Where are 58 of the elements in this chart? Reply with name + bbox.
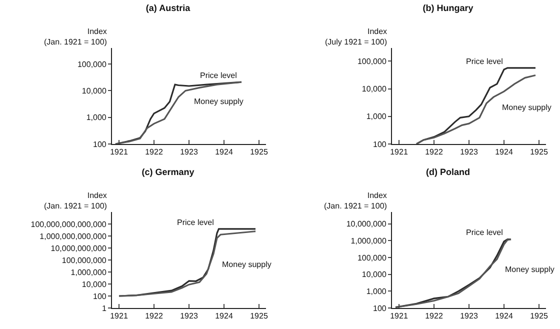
y-tick-label: 1,000 (366, 286, 387, 296)
x-tick-label: 1921 (110, 312, 128, 321)
x-tick-label: 1925 (530, 312, 548, 321)
y-axis-title: Index (July 1921 = 100) (325, 27, 388, 46)
series-label: Price level (466, 57, 504, 66)
y-tick-label: 10,000 (82, 86, 107, 96)
series-label: Price level (177, 218, 214, 227)
y-tick-label: 1,000,000,000,000 (40, 232, 107, 241)
y-tick-label: 1,000,000 (350, 236, 387, 246)
y-tick-label: 100,000,000 (62, 256, 107, 265)
y-axis-title: Index (Jan. 1921 = 100) (44, 27, 108, 46)
x-tick-label: 1925 (250, 312, 268, 321)
y-axis-title: Index (Jan. 1921 = 100) (44, 191, 108, 210)
y-axis-title: Index (Jan. 1921 = 100) (324, 191, 388, 210)
y-tick-label: 10,000,000,000 (50, 244, 107, 253)
series-label: Price level (466, 228, 504, 237)
x-tick-label: 1921 (390, 148, 408, 157)
y-tick-label: 100 (373, 140, 387, 149)
y-tick-label: 100,000 (357, 253, 387, 262)
series-label: Money supply (194, 97, 244, 106)
x-tick-label: 1923 (180, 312, 198, 321)
y-tick-label: 100 (93, 292, 107, 301)
y-tick-label: 100 (373, 304, 387, 313)
y-tick-label: 100,000 (357, 56, 387, 66)
x-tick-label: 1924 (495, 148, 514, 157)
y-tick-label: 10,000 (82, 280, 107, 289)
x-tick-label: 1924 (215, 312, 234, 321)
y-tick-label: 10,000 (362, 84, 387, 94)
y-tick-label: 10,000,000 (346, 220, 387, 229)
chart-title: (a) Austria (146, 3, 192, 14)
series-label: Money supply (502, 103, 552, 112)
y-tick-label: 100,000 (77, 60, 107, 69)
x-tick-label: 1921 (110, 148, 128, 157)
y-tick-label: 1 (102, 304, 107, 313)
x-tick-label: 1924 (215, 148, 234, 157)
x-tick-label: 1925 (250, 148, 268, 157)
x-tick-label: 1922 (145, 148, 164, 157)
y-tick-label: 1,000 (366, 112, 387, 122)
x-tick-label: 1922 (425, 148, 444, 157)
y-tick-label: 10,000 (362, 270, 387, 280)
x-tick-label: 1925 (530, 148, 548, 157)
x-tick-label: 1921 (390, 312, 408, 321)
x-tick-label: 1923 (460, 148, 478, 157)
x-tick-label: 1922 (425, 312, 444, 321)
series-label: Price level (200, 71, 238, 80)
chart-title: (d) Poland (426, 167, 470, 178)
x-tick-label: 1923 (180, 148, 198, 157)
chart-title: (c) Germany (142, 167, 194, 178)
y-tick-label: 1,000,000 (70, 268, 107, 277)
y-tick-label: 100,000,000,000,000 (30, 220, 107, 229)
x-tick-label: 1924 (495, 312, 514, 321)
x-tick-label: 1922 (145, 312, 164, 321)
x-tick-label: 1923 (460, 312, 478, 321)
chart-title: (b) Hungary (422, 3, 474, 14)
y-tick-label: 1,000 (86, 113, 107, 122)
y-tick-label: 100 (93, 140, 107, 149)
series-label: Money supply (505, 265, 554, 274)
series-label: Money supply (222, 260, 272, 269)
